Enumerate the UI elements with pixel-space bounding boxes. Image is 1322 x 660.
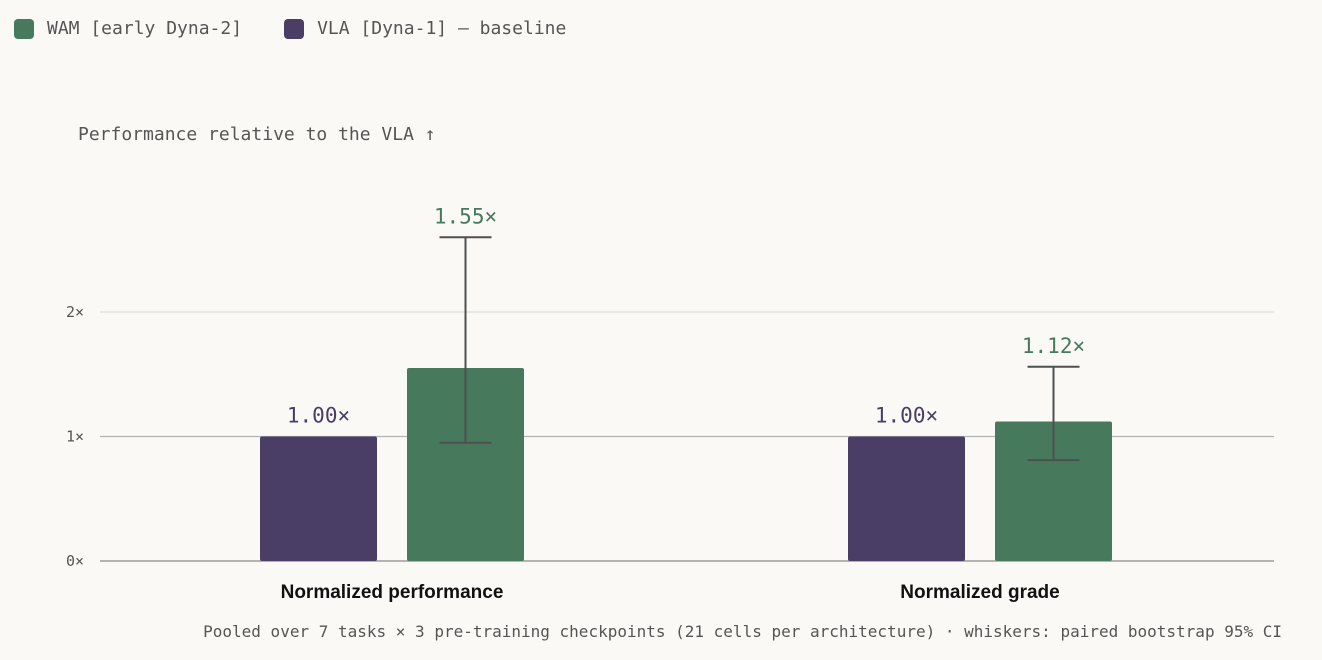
label-layer: 0× 1× 2× 1.00× 1.55× Normalized performance 1.… [66,204,1085,603]
legend-swatch-wam [14,18,34,39]
y-axis-label: Performance relative to the VLA ↑ [78,124,436,145]
y-tick-label: 1× [66,428,84,446]
whisker-layer [439,236,1080,462]
data-label-vla-0: 1.00× [287,404,350,428]
data-label-wam-1: 1.12× [1022,334,1085,358]
bar-vla-0 [260,436,377,561]
data-label-wam-0: 1.55× [434,204,497,228]
footnote: Pooled over 7 tasks × 3 pre-training che… [203,622,1282,641]
legend-swatch-vla [284,18,305,39]
legend-label-vla: VLA [Dyna-1] — baseline [317,18,567,39]
bar-vla-1 [848,436,965,561]
bars-layer [260,368,1112,561]
y-tick-label: 2× [66,303,84,321]
legend-label-wam: WAM [early Dyna-2] [47,18,243,39]
bar-wam-1 [995,421,1112,561]
y-tick-label: 0× [66,552,84,570]
legend-item-wam: WAM [early Dyna-2] [14,18,242,39]
x-category-label: Normalized performance [281,582,504,603]
legend-item-vla: VLA [Dyna-1] — baseline [284,18,566,39]
x-category-label: Normalized grade [900,582,1059,603]
bar-wam-0 [407,368,524,561]
data-label-vla-1: 1.00× [875,404,938,428]
legend: WAM [early Dyna-2] VLA [Dyna-1] — baseli… [14,18,608,39]
